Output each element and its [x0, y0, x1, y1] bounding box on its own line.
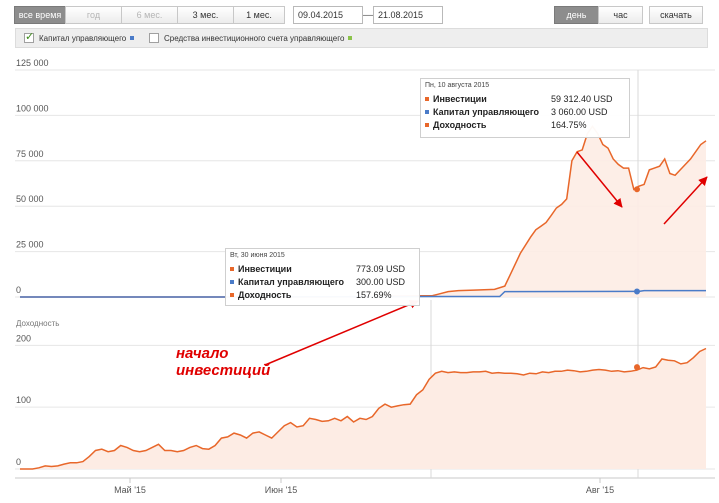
- legend-capital-swatch: [130, 36, 135, 40]
- y-tick-label: 100 000: [16, 103, 49, 113]
- yield-area: [20, 348, 706, 469]
- y-tick-label: 75 000: [16, 149, 44, 159]
- y-tick-label: 50 000: [16, 194, 44, 204]
- tooltip-august: Пн, 10 августа 2015 Инвестиции 59 312.40…: [420, 78, 630, 138]
- capital-point: [634, 288, 640, 295]
- investments-point: [634, 186, 640, 193]
- legend-item-account-funds[interactable]: Средства инвестиционного счета управляющ…: [149, 33, 353, 43]
- annotation-arrow: [264, 299, 419, 366]
- y-tick-label: 0: [16, 457, 21, 467]
- tooltip-swatch: [425, 96, 429, 101]
- date-from-input[interactable]: [293, 6, 363, 24]
- scale-hour-button[interactable]: час: [598, 6, 643, 24]
- legend-bar: Капитал управляющего Средства инвестицио…: [15, 28, 708, 48]
- investments-line: [20, 124, 707, 298]
- yield-line: [20, 347, 707, 470]
- download-button[interactable]: скачать: [649, 6, 703, 24]
- tooltip-row-yield: Доходность 164.75%: [425, 118, 625, 131]
- period-all-button[interactable]: все время: [14, 6, 66, 24]
- y-tick-label: 25 000: [16, 240, 44, 250]
- tooltip-swatch: [230, 279, 234, 284]
- date-range: —: [293, 6, 443, 24]
- tooltip-row-investments: Инвестиции 773.09 USD: [230, 262, 415, 275]
- y-tick-label: 0: [16, 285, 21, 295]
- chart-area: 0 25 000 50 000 75 000 100 000 125 000 Доходно…: [0, 50, 719, 500]
- y-tick-label: 100: [16, 395, 31, 405]
- tooltip-swatch: [230, 266, 234, 271]
- account-funds-checkbox[interactable]: [149, 33, 159, 43]
- tooltip-row-yield: Доходность 157.69%: [230, 288, 415, 301]
- tooltip-swatch: [425, 122, 429, 127]
- y-tick-label: 200: [16, 333, 31, 343]
- legend-account-funds-swatch: [348, 36, 353, 40]
- yield-chart-title: Доходность: [16, 319, 59, 328]
- y-tick-label: 125 000: [16, 58, 49, 68]
- chart-svg[interactable]: 0 25 000 50 000 75 000 100 000 125 000 Доходно…: [0, 50, 719, 500]
- tooltip-row-capital: Капитал управляющего 300.00 USD: [230, 275, 415, 288]
- period-year-button[interactable]: год: [65, 6, 122, 24]
- tooltip-row-capital: Капитал управляющего 3 060.00 USD: [425, 105, 625, 118]
- toolbar: все время год 6 мес. 3 мес. 1 мес. — ден…: [0, 0, 719, 30]
- capital-checkbox[interactable]: [24, 30, 34, 43]
- annotation-line-1: начало: [176, 345, 229, 362]
- annotation-text: начало инвестиций: [176, 345, 270, 379]
- x-tick-label: Июн '15: [265, 485, 297, 495]
- investments-area: [20, 126, 706, 297]
- yield-point: [634, 364, 640, 371]
- period-6m-button[interactable]: 6 мес.: [121, 6, 178, 24]
- date-separator: —: [363, 9, 373, 21]
- tooltip-swatch: [230, 292, 234, 297]
- tooltip-date: Вт, 30 июня 2015: [230, 252, 285, 259]
- tooltip-june: Вт, 30 июня 2015 Инвестиции 773.09 USD К…: [225, 248, 420, 306]
- annotation-line-2: инвестиций: [176, 362, 271, 379]
- period-3m-button[interactable]: 3 мес.: [177, 6, 234, 24]
- x-tick-label: Май '15: [114, 485, 146, 495]
- date-to-input[interactable]: [373, 6, 443, 24]
- tooltip-row-investments: Инвестиции 59 312.40 USD: [425, 92, 625, 105]
- annotation-arrow: [576, 151, 623, 208]
- tooltip-swatch: [425, 109, 429, 114]
- tooltip-date: Пн, 10 августа 2015: [425, 82, 490, 89]
- scale-selector: день час: [554, 6, 643, 24]
- period-selector: все время год 6 мес. 3 мес. 1 мес.: [14, 6, 285, 24]
- annotation-arrow: [663, 176, 708, 225]
- scale-day-button[interactable]: день: [554, 6, 599, 24]
- x-tick-label: Авг '15: [586, 485, 614, 495]
- legend-account-funds-label: Средства инвестиционного счета управляющ…: [164, 33, 345, 43]
- legend-capital-label: Капитал управляющего: [39, 33, 127, 43]
- period-1m-button[interactable]: 1 мес.: [233, 6, 285, 24]
- legend-item-capital[interactable]: Капитал управляющего: [24, 30, 135, 43]
